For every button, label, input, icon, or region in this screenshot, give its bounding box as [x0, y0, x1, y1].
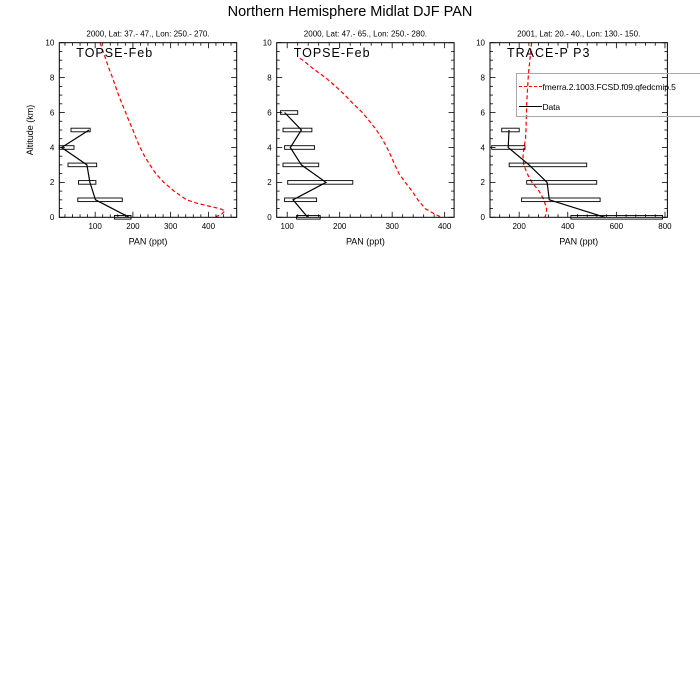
- data-legend-label: Data: [542, 101, 561, 112]
- y-tick-label: 8: [481, 73, 486, 82]
- legend-row-data: Data: [518, 101, 561, 113]
- panel-title: 2000, Lat: 47.- 65., Lon: 250.- 280.: [304, 30, 427, 39]
- figure-title: Northern Hemisphere Midlat DJF PAN: [227, 4, 473, 20]
- panel-annotation: TOPSE-Feb: [76, 46, 153, 60]
- error-box: [287, 180, 354, 185]
- x-tick-label: 100: [88, 222, 102, 231]
- x-tick-label: 100: [281, 222, 295, 231]
- legend-box: fmerra.2.1003.FCSD.f09.qfedcmip.5 Data: [515, 72, 700, 117]
- x-tick-label: 200: [126, 222, 140, 231]
- y-tick-label: 10: [263, 39, 272, 48]
- model-legend-label: fmerra.2.1003.FCSD.f09.qfedcmip.5: [542, 81, 676, 92]
- error-box: [282, 127, 313, 133]
- data-legend-line-icon: [518, 106, 542, 107]
- error-box: [77, 197, 123, 203]
- x-tick-label: 600: [610, 222, 624, 231]
- x-tick-label: 400: [202, 222, 216, 231]
- y-tick-label: 6: [481, 108, 486, 117]
- error-box: [521, 197, 601, 203]
- model-line: [99, 42, 227, 218]
- x-axis-label: PAN (ppt): [559, 236, 598, 246]
- panel-title: 2001, Lat: 20.- 40., Lon: 130.- 150.: [517, 30, 640, 39]
- x-tick-label: 200: [333, 222, 347, 231]
- model-line: [299, 57, 442, 218]
- y-tick-label: 10: [476, 39, 485, 48]
- error-box: [67, 162, 98, 168]
- x-tick-label: 400: [438, 222, 452, 231]
- y-tick-label: 4: [50, 143, 55, 152]
- model-line: [522, 42, 548, 218]
- error-box: [284, 197, 318, 203]
- y-axis-label: Altitude (km): [25, 105, 35, 156]
- panel-annotation: TOPSE-Feb: [294, 46, 371, 60]
- y-tick-label: 8: [50, 73, 55, 82]
- error-box: [508, 162, 588, 168]
- error-box: [526, 180, 598, 185]
- error-box: [501, 127, 520, 133]
- y-tick-label: 2: [267, 178, 272, 187]
- panel-annotation: TRACE-P P3: [507, 46, 590, 60]
- error-box: [78, 180, 97, 185]
- x-axis-label: PAN (ppt): [346, 236, 385, 246]
- x-tick-label: 800: [658, 222, 672, 231]
- x-tick-label: 200: [512, 222, 526, 231]
- y-tick-label: 2: [481, 178, 486, 187]
- y-tick-label: 4: [481, 143, 486, 152]
- plot-frame: [276, 42, 455, 218]
- y-tick-label: 10: [45, 39, 54, 48]
- x-tick-label: 400: [561, 222, 575, 231]
- y-tick-label: 6: [50, 108, 55, 117]
- y-tick-label: 2: [50, 178, 55, 187]
- y-tick-label: 6: [267, 108, 272, 117]
- data-line: [507, 129, 606, 218]
- y-tick-label: 8: [267, 73, 272, 82]
- panel-title: 2000, Lat: 37.- 47., Lon: 250.- 270.: [86, 30, 209, 39]
- data-line: [60, 129, 130, 218]
- legend-row-model: fmerra.2.1003.FCSD.f09.qfedcmip.5: [518, 81, 676, 93]
- x-tick-label: 300: [164, 222, 178, 231]
- error-box: [279, 110, 299, 115]
- model-legend-line-icon: [518, 86, 542, 87]
- data-line: [284, 112, 328, 218]
- panel-3: 200 400 600 800 0 2 4 6 8 10 2001, Lat: 20.- 40., …: [476, 30, 672, 247]
- panel-1: 100 200 300 400 0 2 4 6 8 10 2000, Lat: 37.- 47., …: [45, 30, 238, 246]
- x-axis-label: PAN (ppt): [129, 236, 168, 246]
- x-tick-label: 300: [385, 222, 399, 231]
- y-tick-label: 0: [267, 213, 272, 222]
- plot-frame: [489, 42, 668, 218]
- panel-2: 100 200 300 400 0 2 4 6 8 10 2000, Lat: 47.- 65., …: [263, 30, 455, 246]
- y-tick-label: 0: [481, 213, 486, 222]
- y-tick-label: 4: [267, 143, 272, 152]
- error-box: [284, 145, 315, 150]
- plot-frame: [58, 42, 238, 218]
- error-box: [70, 127, 91, 133]
- y-tick-label: 0: [50, 213, 55, 222]
